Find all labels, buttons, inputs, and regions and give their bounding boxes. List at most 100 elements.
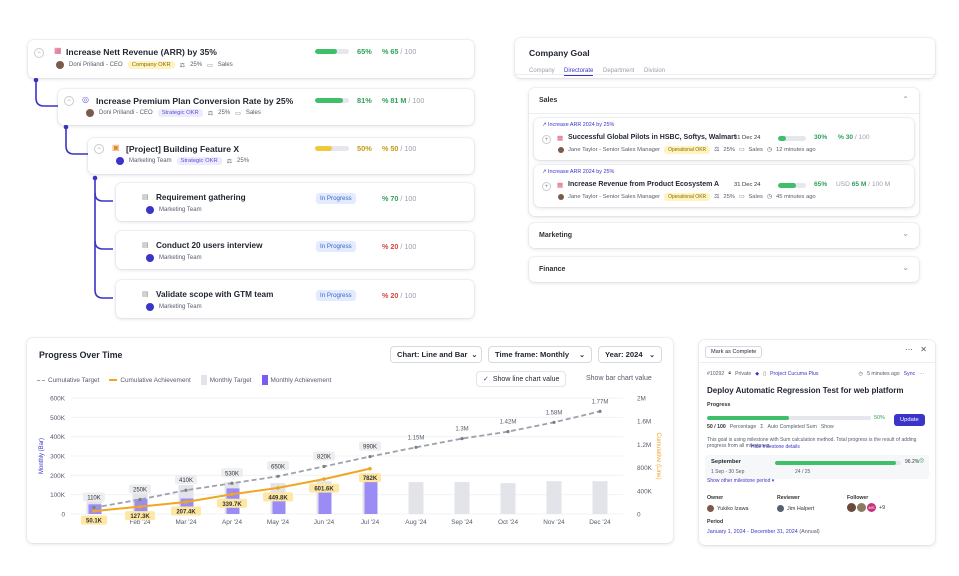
line-value-toggle[interactable]: ✓ Show line chart value bbox=[476, 371, 567, 387]
data-label-achievement: 449.8K bbox=[268, 495, 288, 501]
marketing-section[interactable]: Marketing ⌄ bbox=[529, 223, 919, 248]
point-cumulative-target bbox=[368, 454, 372, 459]
reviewer-name: Jim Halpert bbox=[787, 505, 815, 512]
kr-value: 30 bbox=[845, 134, 854, 141]
expand-toggle[interactable]: + bbox=[542, 182, 551, 191]
chevron-down-icon: ⌄ bbox=[471, 351, 478, 359]
finance-section[interactable]: Finance ⌄ bbox=[529, 257, 919, 282]
sync-link[interactable]: Sync bbox=[903, 370, 916, 377]
y2-tick-label: 0 bbox=[637, 512, 641, 519]
progress-fill bbox=[707, 416, 789, 420]
parent-goal: ↗ Increase ARR 2024 by 25% bbox=[542, 169, 614, 175]
kr-prefix: % bbox=[382, 47, 389, 56]
year-dropdown[interactable]: Year: 2024 ⌄ bbox=[598, 346, 662, 363]
timeframe-dropdown[interactable]: Time frame: Monthly ⌄ bbox=[488, 346, 592, 363]
kr-target: 100 bbox=[858, 134, 870, 141]
chart-type-dropdown[interactable]: Chart: Line and Bar ⌄ bbox=[390, 346, 482, 363]
collapse-toggle[interactable]: − bbox=[94, 144, 104, 154]
arrow-up-icon: ↗ bbox=[542, 122, 547, 128]
kr-separator: / bbox=[400, 194, 403, 203]
legend-item: Monthly Target bbox=[200, 375, 252, 385]
goal-row[interactable]: ↗ Increase ARR 2024 by 25% + ▦ Increase … bbox=[534, 165, 914, 207]
key-result: % 81 M / 100 bbox=[382, 96, 424, 105]
data-label-box bbox=[125, 511, 155, 521]
x-tick-label: Feb '24 bbox=[129, 519, 151, 526]
data-label-achievement: 601.6K bbox=[314, 487, 334, 493]
x-tick-label: Mar '24 bbox=[175, 519, 197, 526]
chevron-down-icon[interactable]: ⌄ bbox=[902, 263, 909, 272]
more-icon[interactable]: ⋯ bbox=[919, 370, 925, 377]
dept: Sales bbox=[217, 62, 233, 68]
expand-toggle[interactable]: + bbox=[542, 135, 551, 144]
goal-row[interactable]: ↗ Increase ARR 2024 by 25% + ▦ Successfu… bbox=[534, 118, 914, 160]
tab-company[interactable]: Company bbox=[529, 68, 555, 74]
dept: Sales bbox=[748, 147, 763, 153]
follower-avatars[interactable]: MS +9 bbox=[847, 503, 885, 512]
chevron-up-icon[interactable]: ⌃ bbox=[902, 95, 909, 104]
data-label-cumulative-target: 1.15M bbox=[408, 435, 425, 441]
x-tick-label: Nov '24 bbox=[543, 519, 565, 526]
collapse-toggle[interactable]: − bbox=[64, 96, 74, 106]
more-icon[interactable]: ⋯ bbox=[905, 345, 913, 354]
okr-card-strategic[interactable]: − ◎ Increase Premium Plan Conversion Rat… bbox=[58, 89, 474, 125]
dept: Sales bbox=[245, 110, 261, 116]
tab-department[interactable]: Department bbox=[603, 68, 635, 74]
show-toggle[interactable]: Show bbox=[820, 424, 834, 430]
okr-tag: Strategic OKR bbox=[176, 157, 222, 165]
data-label-box bbox=[263, 492, 293, 502]
kr-prefix: % bbox=[382, 96, 389, 105]
dept-icon: ▭ bbox=[738, 147, 745, 153]
milestone-count: 24 / 25 bbox=[795, 469, 811, 475]
data-label-box bbox=[129, 484, 151, 494]
key-result: % 20 / 100 bbox=[382, 291, 416, 300]
task-title: Validate scope with GTM team bbox=[156, 290, 274, 299]
milestone-percent: 96.2% bbox=[905, 459, 920, 465]
goal-title: Increase Revenue from Product Ecosystem … bbox=[568, 181, 720, 188]
other-milestone-link[interactable]: Show other milestone period ▾ bbox=[707, 478, 774, 484]
company-goal-header: Company Goal Company Directorate Departm… bbox=[515, 38, 935, 78]
data-label-box bbox=[171, 506, 201, 516]
target-icon: ◎ bbox=[82, 95, 89, 104]
data-label-achievement: 782K bbox=[363, 476, 378, 482]
legend-label: Cumulative Achievement bbox=[120, 376, 191, 384]
mark-complete-button[interactable]: Mark as Complete bbox=[705, 346, 763, 358]
check-circle-icon: ◎ bbox=[919, 458, 925, 464]
kr-unit: Percentage bbox=[729, 424, 757, 430]
key-result: % 50 / 100 bbox=[382, 144, 416, 153]
avatar bbox=[777, 505, 784, 512]
point-cumulative-target bbox=[552, 420, 556, 424]
milestone-name: September bbox=[711, 459, 741, 465]
key-result: % 20 / 100 bbox=[382, 242, 416, 251]
update-button[interactable]: Update bbox=[894, 414, 925, 426]
okr-card-project[interactable]: − ▣ [Project] Building Feature X Marketi… bbox=[88, 138, 474, 174]
kr-prefix: % bbox=[382, 291, 389, 300]
tab-division[interactable]: Division bbox=[644, 68, 666, 74]
task-meta: Marketing Team bbox=[146, 254, 202, 262]
task-card[interactable]: ▤ Conduct 20 users interview Marketing T… bbox=[116, 231, 474, 269]
dept-icon: ▭ bbox=[207, 62, 213, 69]
close-icon[interactable]: ✕ bbox=[920, 345, 927, 354]
avatar bbox=[56, 61, 64, 69]
dept: Sales bbox=[748, 194, 763, 200]
milestone-card[interactable]: September 1 Sep - 30 Sep 96.2% ◎ 24 / 25 bbox=[705, 455, 929, 479]
avatar: MS bbox=[867, 503, 876, 512]
collapse-toggle[interactable]: − bbox=[34, 48, 44, 58]
parent-goal-label: Increase ARR 2024 by 25% bbox=[548, 122, 615, 128]
chevron-down-icon[interactable]: ⌄ bbox=[902, 229, 909, 238]
kr-value: 20 bbox=[390, 242, 399, 251]
data-label-box bbox=[359, 473, 381, 483]
data-label-target: 530K bbox=[225, 471, 239, 477]
project-link[interactable]: Project Cucuma Plus bbox=[770, 370, 819, 377]
tab-directorate[interactable]: Directorate bbox=[564, 68, 594, 76]
x-tick-label: May '24 bbox=[267, 519, 290, 526]
okr-card-company[interactable]: − ▦ Increase Nett Revenue (ARR) by 35% D… bbox=[28, 40, 474, 78]
point-cumulative-achievement bbox=[368, 466, 372, 471]
bar-value-toggle[interactable]: Show bar chart value bbox=[586, 375, 652, 382]
hide-milestone-link[interactable]: Hide milestone details bbox=[751, 444, 800, 450]
owner-name: Marketing Team bbox=[129, 158, 172, 164]
y-tick-label: 500K bbox=[50, 415, 66, 422]
task-card[interactable]: ▤ Validate scope with GTM team Marketing… bbox=[116, 280, 474, 318]
progress-percent: 81% bbox=[357, 96, 372, 105]
data-label-target: 110K bbox=[87, 496, 101, 502]
task-card[interactable]: ▤ Requirement gathering Marketing Team I… bbox=[116, 183, 474, 221]
